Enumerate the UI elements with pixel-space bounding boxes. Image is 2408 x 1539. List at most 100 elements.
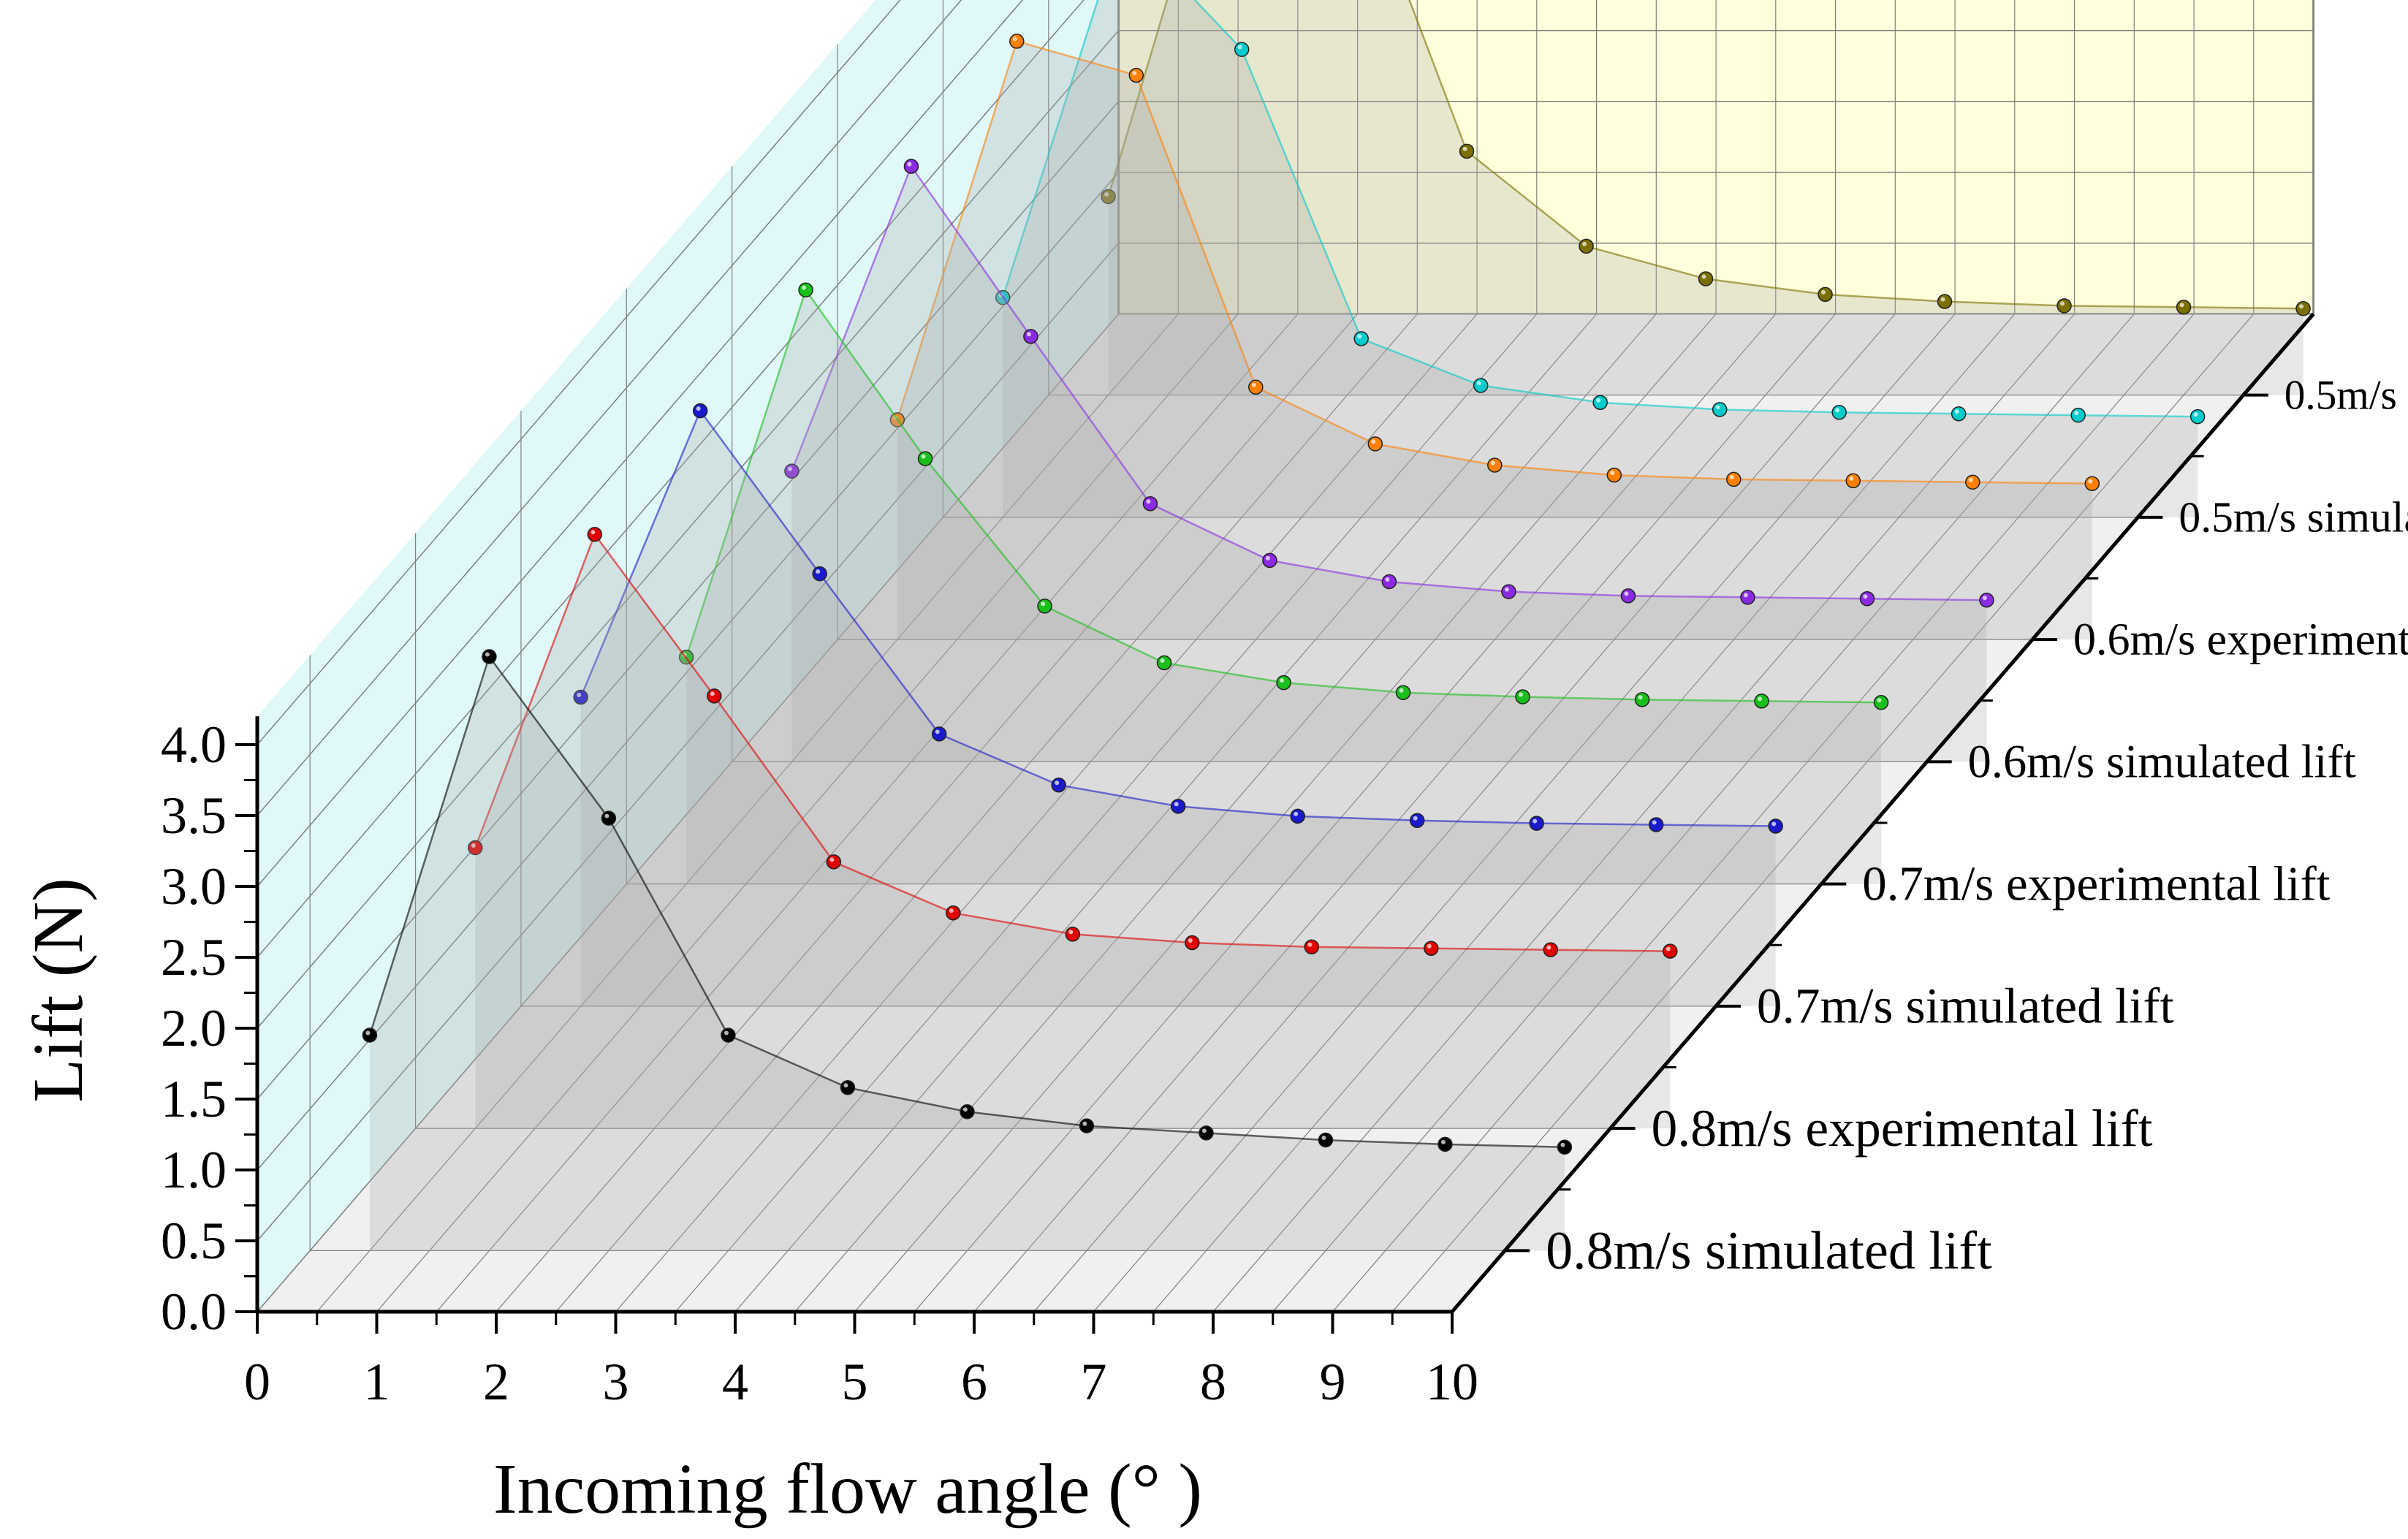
x-axis-title: Incoming flow angle (° ) [493,1450,1202,1529]
data-point [1170,799,1186,814]
gridline-x [376,0,1239,1312]
data-point [2070,407,2086,423]
series-area [369,656,1565,1251]
data-point-highlight [1160,658,1165,663]
data-point-highlight [696,406,701,411]
gridline-x [257,0,1120,1312]
data-point-highlight [2179,303,2184,308]
data-point-highlight [1146,499,1151,504]
data-point-highlight [1532,818,1538,824]
data-point-highlight [1771,821,1777,826]
data-point-highlight [471,843,476,848]
y-tick-label: 1.0 [161,1141,227,1199]
gridline-x [1272,0,2135,1312]
y-tick-label: 0.5 [161,1212,227,1270]
data-point [601,810,617,826]
y-tick-label: 0.0 [161,1282,227,1341]
series-area [1003,0,2198,517]
data-point-highlight [1440,1139,1446,1144]
data-point [1698,271,1714,286]
data-point [482,649,497,664]
data-point-highlight [1610,471,1615,476]
data-point-highlight [723,1030,729,1036]
data-point-highlight [1251,382,1256,387]
data-point [2176,300,2192,315]
series-area [580,411,1776,1006]
data-point-highlight [1026,332,1031,337]
data-point [1128,67,1144,83]
gridline-x [914,0,1777,1312]
y-tick-label: 1.5 [161,1070,227,1128]
data-point-highlight [962,1107,968,1112]
data-point-highlight [1638,695,1643,700]
data-point-highlight [1652,820,1657,825]
data-point [1818,286,1833,303]
series-3 [678,282,1889,884]
gridline-x [1033,0,1896,1312]
data-point-highlight [1624,591,1629,596]
data-point-highlight [1068,930,1074,935]
data-point-highlight [1877,698,1882,703]
y-tick-label: 4.0 [161,715,227,774]
depth-axis-line [1451,313,2315,1313]
y-tick-label: 3.0 [161,857,227,916]
data-point-highlight [1307,942,1313,947]
data-point [692,403,708,419]
data-point [1437,1136,1453,1152]
data-point-highlight [935,729,940,734]
data-point-highlight [1462,146,1467,151]
series-area [686,289,1882,884]
series-2 [573,403,1783,1006]
data-point [2295,301,2311,316]
data-point [1557,1139,1573,1155]
data-point-highlight [577,692,582,697]
data-point-highlight [1821,289,1826,294]
data-point-highlight [1519,692,1524,697]
data-point-highlight [1504,587,1509,592]
data-point [1353,331,1369,346]
data-point-highlight [907,162,912,167]
gridline-y [257,0,1085,958]
data-point [1304,939,1320,955]
gridline-x [1212,0,2075,1312]
data-point-highlight [1835,408,1840,413]
series-6 [995,0,2206,517]
gridline-x [1152,0,2016,1312]
series-4 [784,159,1994,762]
gridline-y [257,0,1024,887]
data-point-highlight [1560,1142,1565,1147]
data-point [1873,695,1889,710]
data-point [1606,467,1622,483]
series-area [475,534,1671,1129]
data-point [1768,818,1783,834]
data-point-highlight [485,652,490,657]
data-point [1424,940,1439,956]
data-point [1156,655,1172,671]
data-point [1248,379,1264,395]
data-point-highlight [2088,479,2093,484]
data-point [960,1104,975,1120]
data-point [2084,476,2100,491]
gridline-x [555,0,1418,1312]
x-tick-label: 1 [364,1353,390,1411]
data-point [1487,457,1503,473]
data-point-highlight [1427,943,1432,949]
series-7 [1101,0,2311,395]
x-tick-label: 3 [603,1353,629,1411]
data-point [1634,692,1650,707]
data-point-highlight [2060,301,2065,306]
data-point [1712,402,1728,417]
data-point [1199,1125,1214,1141]
gridline-x [316,0,1179,1312]
data-point [1501,584,1516,599]
data-point-highlight [710,691,715,696]
gridline-x [1332,0,2195,1312]
data-point-highlight [1582,241,1587,246]
data-point [1726,471,1742,487]
data-point-highlight [1701,274,1706,279]
gridline-x [1093,0,1956,1312]
data-point [1859,591,1875,607]
data-point-highlight [949,908,954,913]
data-point [1381,574,1397,590]
